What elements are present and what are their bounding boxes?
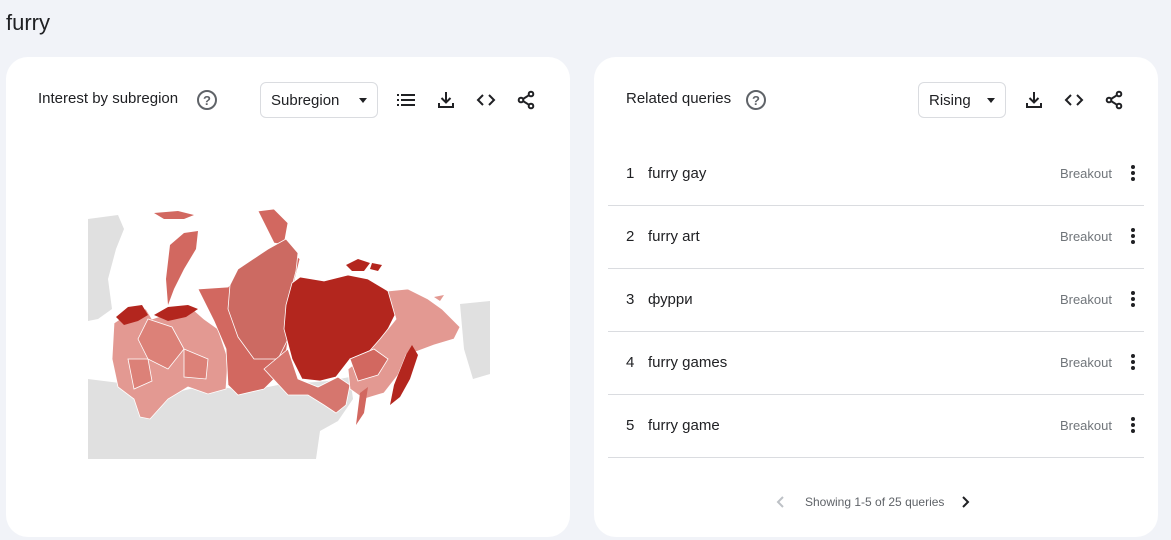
- map-region-northwest: [154, 305, 198, 321]
- map-region-far-east: [349, 348, 389, 382]
- list-icon[interactable]: [396, 90, 416, 110]
- query-value: Breakout: [1059, 418, 1112, 433]
- dropdown-value: Subregion: [271, 91, 340, 109]
- map-region-kamchatka: [390, 345, 418, 405]
- embed-code-icon[interactable]: [476, 90, 496, 110]
- dropdown-value: Rising: [929, 91, 971, 109]
- map-region-arctic-islands: [154, 211, 194, 219]
- related-query-row[interactable]: 5 furry game Breakout: [608, 395, 1144, 458]
- related-query-row[interactable]: 2 furry art Breakout: [608, 206, 1144, 269]
- help-circle-icon[interactable]: ?: [746, 90, 766, 110]
- chevron-right-icon[interactable]: [958, 495, 972, 509]
- more-vert-icon[interactable]: [1128, 228, 1138, 248]
- share-icon[interactable]: [516, 90, 536, 110]
- map-region-new-siberian-islands: [346, 259, 370, 271]
- map-no-data-area: [460, 301, 490, 379]
- map-region-kola: [257, 209, 289, 246]
- map-region-south-siberia: [263, 348, 351, 414]
- more-vert-icon[interactable]: [1128, 417, 1138, 437]
- query-value: Breakout: [1059, 292, 1112, 307]
- query-text[interactable]: furry gay: [648, 165, 707, 182]
- card-title: Interest by subregion: [38, 90, 179, 107]
- query-rank: 1: [626, 165, 635, 182]
- card-title: Related queries: [626, 90, 732, 107]
- more-vert-icon[interactable]: [1128, 354, 1138, 374]
- interest-by-subregion-card: Interest by subregion ? Subregion: [6, 57, 570, 537]
- query-rank: 3: [626, 291, 635, 308]
- map-region-arctic-islands: [166, 231, 198, 305]
- query-text[interactable]: furry game: [648, 417, 720, 434]
- query-rank: 5: [626, 417, 635, 434]
- help-circle-icon[interactable]: ?: [197, 90, 217, 110]
- pagination: Showing 1-5 of 25 queries: [774, 493, 974, 513]
- map-region-west: [127, 318, 209, 390]
- map-region-wrangel-island: [434, 295, 444, 301]
- map-region-sakhalin: [356, 387, 368, 425]
- map-region-northwest: [116, 305, 148, 325]
- related-queries-card: Related queries ? Rising 1 furry gay Bre…: [594, 57, 1158, 537]
- related-query-row[interactable]: 1 furry gay Breakout: [608, 143, 1144, 206]
- share-icon[interactable]: [1104, 90, 1124, 110]
- pagination-info: Showing 1-5 of 25 queries: [805, 495, 945, 509]
- region-level-dropdown[interactable]: Subregion: [260, 82, 378, 118]
- chevron-left-icon[interactable]: [774, 495, 788, 509]
- caret-down-icon: [987, 97, 995, 103]
- query-rank: 2: [626, 228, 635, 245]
- download-icon[interactable]: [1024, 90, 1044, 110]
- query-rank: 4: [626, 354, 635, 371]
- query-text[interactable]: фурри: [648, 291, 693, 308]
- subregion-choropleth-map: [88, 209, 490, 459]
- map-region-new-siberian-islands: [370, 263, 382, 271]
- caret-down-icon: [359, 97, 367, 103]
- query-type-dropdown[interactable]: Rising: [918, 82, 1006, 118]
- query-text[interactable]: furry art: [648, 228, 700, 245]
- query-value: Breakout: [1059, 229, 1112, 244]
- more-vert-icon[interactable]: [1128, 291, 1138, 311]
- download-icon[interactable]: [436, 90, 456, 110]
- related-query-row[interactable]: 4 furry games Breakout: [608, 332, 1144, 395]
- query-value: Breakout: [1059, 355, 1112, 370]
- query-value: Breakout: [1059, 166, 1112, 181]
- related-query-row[interactable]: 3 фурри Breakout: [608, 269, 1144, 332]
- more-vert-icon[interactable]: [1128, 165, 1138, 185]
- map-no-data-area: [88, 215, 124, 321]
- embed-code-icon[interactable]: [1064, 90, 1084, 110]
- query-text[interactable]: furry games: [648, 354, 728, 371]
- search-term: furry: [6, 10, 50, 35]
